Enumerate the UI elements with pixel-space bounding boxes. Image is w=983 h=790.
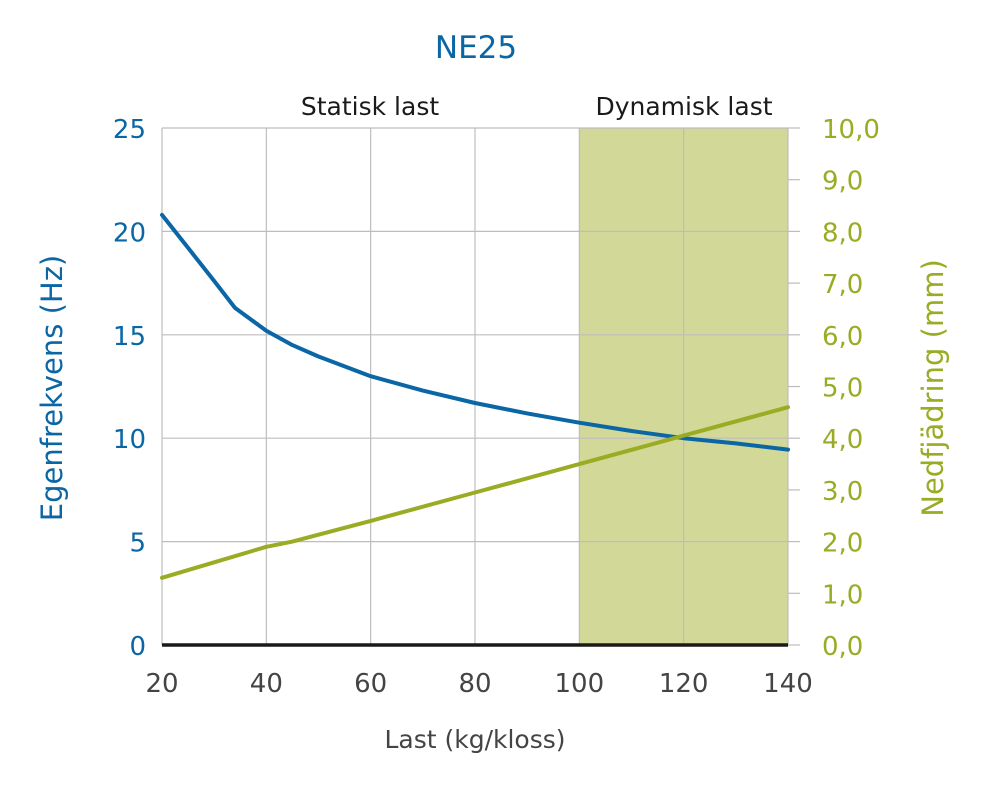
y-left-tick-label-1: 5 — [129, 529, 146, 559]
x-tick-label-1: 40 — [250, 669, 283, 699]
y-right-tick-label-7: 7,0 — [822, 270, 863, 300]
chart-title: NE25 — [435, 30, 517, 66]
y-right-tick-label-10: 10,0 — [822, 115, 880, 145]
y-axis-left-label: Egenfrekvens (Hz) — [35, 255, 69, 521]
y-right-tick-label-4: 4,0 — [822, 425, 863, 455]
y-left-tick-label-5: 25 — [113, 115, 146, 145]
y-right-tick-label-1: 1,0 — [822, 580, 863, 610]
x-tick-label-3: 80 — [458, 669, 491, 699]
series-line-0 — [160, 212, 790, 452]
y-left-tick-label-2: 10 — [113, 425, 146, 455]
y-right-tick-label-8: 8,0 — [822, 218, 863, 248]
y-left-tick-label-0: 0 — [129, 632, 146, 662]
y-right-tick-label-6: 6,0 — [822, 322, 863, 352]
y-right-tick-label-3: 3,0 — [822, 477, 863, 507]
y-right-tick-label-0: 0,0 — [822, 632, 863, 662]
y-left-tick-label-4: 20 — [113, 218, 146, 248]
x-tick-label-4: 100 — [555, 669, 605, 699]
x-axis-label: Last (kg/kloss) — [384, 725, 565, 754]
y-right-tick-label-9: 9,0 — [822, 167, 863, 197]
y-right-tick-label-5: 5,0 — [822, 374, 863, 404]
x-tick-label-6: 140 — [763, 669, 813, 699]
x-tick-label-5: 120 — [659, 669, 709, 699]
series-lines — [160, 212, 790, 580]
y-left-tick-label-3: 15 — [113, 322, 146, 352]
series-line-1 — [160, 405, 790, 580]
region-label-static: Statisk last — [301, 92, 439, 121]
x-tick-label-2: 60 — [354, 669, 387, 699]
tick-labels: 20 40 60 80 100 120 140 0 5 10 15 20 25 0,0 1,0 2,0 3,0 4… — [113, 115, 880, 699]
x-tick-label-0: 20 — [145, 669, 178, 699]
region-label-dynamic: Dynamisk last — [595, 92, 772, 121]
y-right-tick-label-2: 2,0 — [822, 529, 863, 559]
y-axis-right-label: Nedfjädring (mm) — [916, 259, 950, 517]
